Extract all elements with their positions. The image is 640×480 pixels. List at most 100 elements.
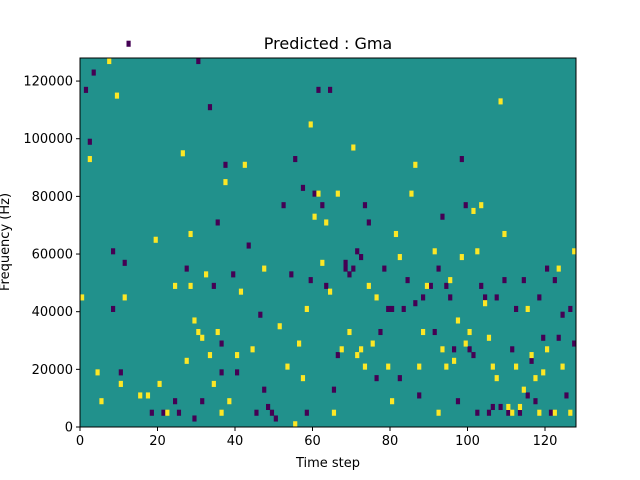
heatmap-cell-high	[351, 144, 356, 151]
heatmap-cell-low	[184, 265, 189, 272]
y-tick-label: 40000	[32, 305, 73, 320]
heatmap-cell-high	[386, 363, 391, 370]
y-tick-label: 120000	[23, 75, 73, 90]
heatmap-cell-high	[525, 305, 530, 312]
heatmap-cell-low	[192, 415, 197, 422]
heatmap-cell-high	[424, 282, 430, 289]
heatmap-cell-low	[219, 369, 224, 376]
heatmap-cell-high	[486, 334, 492, 341]
x-tick-label: 0	[76, 434, 84, 449]
heatmap-cell-low	[235, 369, 240, 376]
heatmap-cell-high	[308, 121, 313, 128]
heatmap-cell-low	[273, 415, 278, 422]
heatmap-cell-low	[483, 294, 488, 301]
heatmap-cell-high	[444, 363, 449, 370]
heatmap-cell-high	[362, 363, 368, 370]
heatmap-cell-high	[324, 219, 329, 226]
heatmap-cell-high	[250, 346, 255, 353]
heatmap-cell-high	[572, 248, 577, 255]
heatmap-cell-low	[254, 409, 259, 416]
heatmap-cell-high	[463, 340, 468, 347]
heatmap-cell-high	[219, 409, 224, 416]
heatmap-cell-high	[537, 409, 542, 416]
heatmap-cell-low	[207, 104, 213, 111]
heatmap-cell-high	[494, 375, 499, 382]
heatmap-cell-low	[444, 282, 449, 289]
heatmap-cell-low	[548, 409, 554, 416]
heatmap-cell-high	[328, 288, 333, 295]
heatmap-cell-low	[432, 328, 437, 336]
heatmap-cell-high	[316, 190, 321, 197]
y-tick-label: 0	[65, 421, 73, 436]
heatmap-cell-low	[293, 156, 298, 163]
heatmap-cell-low	[215, 219, 220, 226]
heatmap-cell-high	[390, 398, 395, 405]
y-tick-label: 80000	[32, 190, 73, 205]
heatmap-cell-high	[510, 409, 515, 416]
heatmap-cell-high	[370, 340, 375, 347]
heatmap-cell-low	[521, 277, 526, 284]
heatmap-cell-high	[107, 58, 112, 65]
heatmap-cell-low	[324, 282, 329, 289]
heatmap-cell-low	[378, 328, 383, 336]
x-tick-label: 120	[533, 434, 558, 449]
heatmap-cell-high	[471, 207, 476, 214]
heatmap-cell-low	[122, 259, 127, 266]
heatmap-cell-high	[483, 300, 488, 307]
heatmap-cell-high	[393, 230, 399, 238]
heatmap-cell-high	[188, 230, 193, 238]
heatmap-cell-low	[514, 305, 519, 312]
plot-frame	[79, 57, 577, 428]
heatmap-cell-high	[347, 328, 352, 336]
heatmap-cell-low	[413, 300, 418, 307]
heatmap-cell-low	[362, 202, 368, 209]
heatmap-cell-low	[560, 311, 565, 318]
heatmap-cell-high	[200, 334, 205, 341]
heatmap-cell-low	[405, 277, 410, 284]
heatmap-cell-high	[521, 386, 526, 393]
heatmap-cell-low	[541, 334, 546, 341]
heatmap-cell-low	[219, 340, 224, 347]
heatmap-cell-high	[192, 317, 197, 324]
heatmap-cell-high	[99, 398, 104, 405]
x-axis: 0 20 40 60 80 100 120	[76, 427, 558, 449]
heatmap-cell-high	[355, 352, 360, 359]
heatmap-cell-high	[517, 403, 523, 411]
heatmap-cell-high	[157, 380, 162, 387]
heatmap-cell-high	[413, 161, 418, 168]
heatmap-cell-low	[467, 346, 472, 353]
heatmap-cell-low	[556, 334, 561, 341]
heatmap-cell-high	[417, 363, 422, 370]
heatmap-cell-low	[211, 282, 216, 289]
heatmap-cell-low	[459, 156, 464, 163]
heatmap-cell-high	[277, 323, 282, 330]
heatmap-cell-high	[297, 340, 302, 347]
heatmap-cell-high	[80, 294, 85, 301]
heatmap-cell-low	[304, 409, 309, 416]
heatmap-cell-high	[242, 161, 247, 168]
heatmap-cell-low	[463, 202, 468, 209]
heatmap-cell-low	[269, 409, 275, 416]
heatmap-cell-high	[331, 409, 337, 416]
heatmap-cell-low	[452, 346, 457, 353]
heatmap-cell-low	[537, 294, 542, 301]
heatmap-cell-low	[564, 392, 569, 399]
heatmap-cell-high	[335, 190, 340, 197]
heatmap-cell-low	[475, 409, 480, 416]
heatmap-cell-high	[560, 363, 565, 370]
heatmap-cell-low	[281, 202, 286, 209]
heatmap-cell-high	[207, 352, 213, 359]
heatmap-cell-low	[436, 265, 441, 272]
heatmap-cell-low	[397, 375, 402, 382]
heatmap-cell-low	[343, 259, 348, 266]
heatmap-cell-high	[506, 403, 511, 411]
x-tick-label: 20	[149, 434, 166, 449]
heatmap-cell-low	[149, 409, 154, 416]
heatmap-cell-low	[83, 86, 89, 93]
heatmap-cell-low	[87, 138, 92, 145]
heatmap-cell-low	[343, 265, 348, 272]
heatmap-cell-low	[421, 294, 426, 301]
heatmap-cell-high	[223, 179, 228, 186]
heatmap-cell-high	[448, 277, 453, 284]
heatmap-cell-low	[529, 357, 534, 364]
